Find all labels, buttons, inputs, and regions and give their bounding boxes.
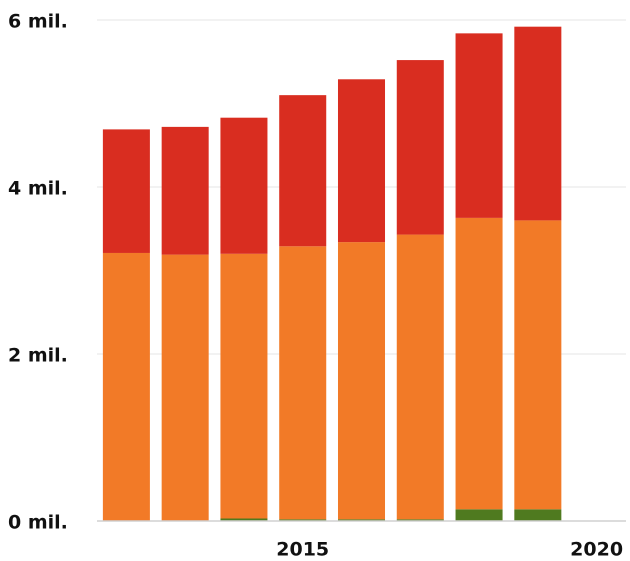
x-tick-label: 2020 xyxy=(570,539,623,561)
bar-segment xyxy=(455,509,503,521)
x-tick-label: 2015 xyxy=(276,539,329,561)
y-tick-label: 2 mil. xyxy=(8,345,68,367)
bar-segment xyxy=(279,519,327,521)
bar-segment xyxy=(337,519,386,521)
bar-segment xyxy=(161,126,209,255)
bar-segment xyxy=(514,220,562,510)
bar-segment xyxy=(161,254,209,521)
bar-segment xyxy=(455,217,503,510)
bar-segment xyxy=(455,33,503,218)
y-tick-label: 6 mil. xyxy=(8,11,68,33)
y-tick-label: 4 mil. xyxy=(8,178,68,200)
bar-segment xyxy=(514,26,562,221)
bar-segment xyxy=(396,234,444,520)
bar-segment xyxy=(396,519,444,521)
bar-segment xyxy=(337,79,386,243)
bar-segment xyxy=(279,246,327,520)
bar-segment xyxy=(102,129,150,253)
bar-segment xyxy=(396,60,444,235)
bar-segment xyxy=(102,252,150,521)
bar-segment xyxy=(220,117,268,254)
bar-segment xyxy=(514,509,562,521)
bar-segment xyxy=(220,253,268,519)
bar-segment xyxy=(279,95,327,247)
bar-segment xyxy=(337,242,386,520)
y-tick-label: 0 mil. xyxy=(8,512,68,534)
bar-segment xyxy=(220,518,268,521)
